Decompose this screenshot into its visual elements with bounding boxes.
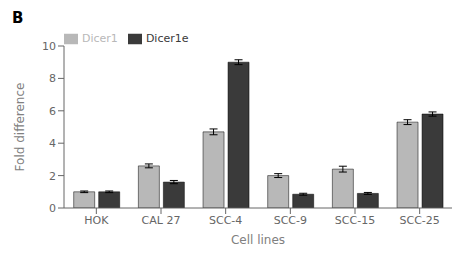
html-text:B: B [12, 9, 24, 27]
svg-text:2: 2 [49, 170, 56, 183]
svg-text:8: 8 [49, 72, 56, 85]
svg-text:0: 0 [49, 202, 56, 215]
svg-text:10: 10 [42, 40, 56, 53]
svg-text:SCC-25: SCC-25 [400, 214, 440, 227]
svg-text:4: 4 [49, 137, 56, 150]
svg-text:Fold difference: Fold difference [13, 83, 27, 172]
svg-text:6: 6 [49, 105, 56, 118]
svg-text:SCC-15: SCC-15 [335, 214, 375, 227]
html-text:Dicer1: Dicer1 [82, 32, 118, 45]
html-text:Dicer1e: Dicer1e [145, 32, 189, 45]
svg-text:SCC-9: SCC-9 [274, 214, 307, 227]
svg-text:SCC-4: SCC-4 [209, 214, 242, 227]
svg-text:Cell lines: Cell lines [231, 233, 285, 247]
svg-text:HOK: HOK [84, 214, 109, 227]
svg-text:CAL 27: CAL 27 [142, 214, 181, 227]
